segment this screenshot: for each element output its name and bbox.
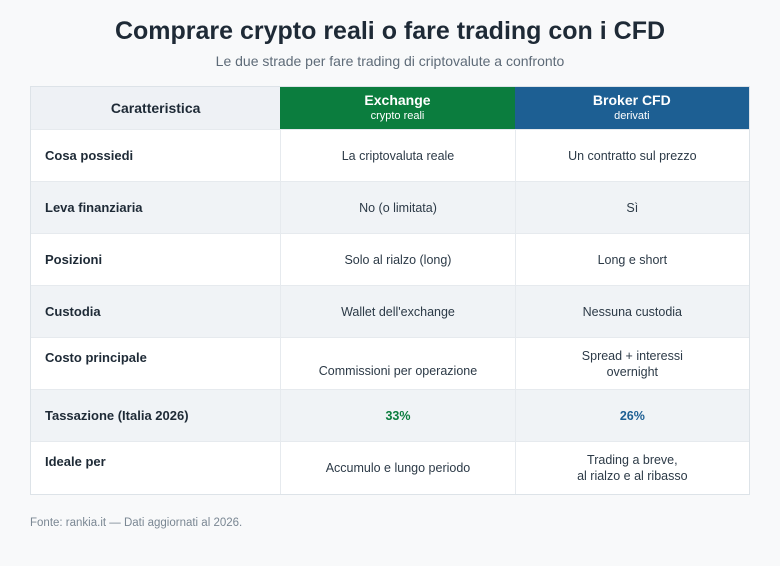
row-label: Ideale per (45, 454, 106, 469)
broker-value: Spread + interessi overnight (514, 338, 749, 389)
table-row: Leva finanziaria No (o limitata) Sì (31, 182, 749, 234)
comparison-table: Caratteristica Exchange crypto reali Bro… (30, 86, 750, 495)
exchange-value: 33% (280, 390, 514, 441)
exchange-value: Wallet dell'exchange (280, 286, 514, 337)
header-exchange-sub: crypto reali (370, 110, 425, 122)
exchange-value: Solo al rialzo (long) (280, 234, 514, 285)
page-subtitle: Le due strade per fare trading di cripto… (215, 53, 565, 69)
row-label: Custodia (45, 304, 101, 319)
row-label: Posizioni (45, 252, 103, 267)
header-broker-name: Broker CFD (592, 92, 671, 108)
table-row: Ideale per Accumulo e lungo periodo Trad… (31, 442, 749, 494)
row-label: Cosa possiedi (45, 148, 134, 163)
broker-value: Trading a breve, al rialzo e al ribasso (514, 442, 749, 494)
header-exchange: Exchange crypto reali (280, 87, 515, 129)
header-exchange-name: Exchange (364, 92, 431, 108)
row-label: Tassazione (Italia 2026) (45, 408, 189, 423)
exchange-value: No (o limitata) (280, 182, 514, 233)
source-note: Fonte: rankia.it — Dati aggiornati al 20… (30, 517, 243, 529)
table-row: Cosa possiedi La criptovaluta reale Un c… (31, 130, 749, 182)
table-row: Custodia Wallet dell'exchange Nessuna cu… (31, 286, 749, 338)
header-feature: Caratteristica (31, 87, 281, 129)
broker-value: Un contratto sul prezzo (514, 130, 749, 181)
broker-value: Sì (514, 182, 749, 233)
row-label: Leva finanziaria (45, 200, 143, 215)
broker-value: Nessuna custodia (514, 286, 749, 337)
table-row: Costo principale Commissioni per operazi… (31, 338, 749, 390)
table-row: Tassazione (Italia 2026) 33% 26% (31, 390, 749, 442)
table-header-row: Caratteristica Exchange crypto reali Bro… (31, 87, 749, 130)
row-label: Costo principale (45, 350, 147, 365)
header-broker: Broker CFD derivati (514, 87, 749, 129)
broker-value: 26% (514, 390, 749, 441)
exchange-value: La criptovaluta reale (280, 130, 514, 181)
header-broker-sub: derivati (614, 110, 650, 122)
exchange-value: Commissioni per operazione (280, 338, 514, 389)
broker-value: Long e short (514, 234, 749, 285)
table-row: Posizioni Solo al rialzo (long) Long e s… (31, 234, 749, 286)
page-title: Comprare crypto reali o fare trading con… (114, 17, 666, 45)
exchange-value: Accumulo e lungo periodo (280, 442, 514, 494)
